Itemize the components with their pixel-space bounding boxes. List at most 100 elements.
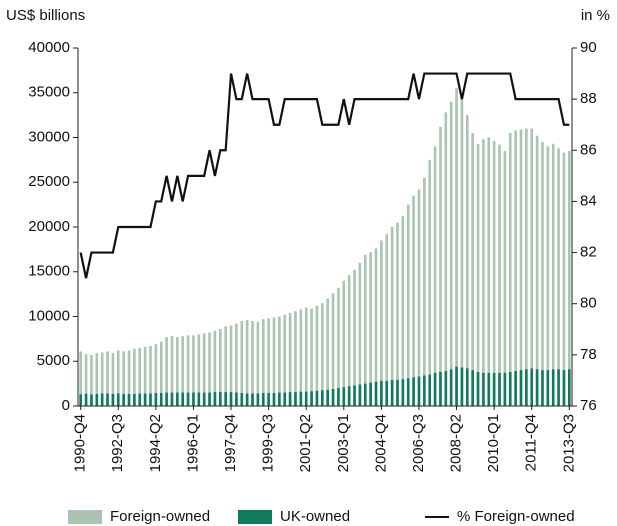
bar — [133, 393, 136, 406]
bar — [465, 115, 469, 406]
bar — [353, 269, 356, 406]
bar — [84, 354, 88, 406]
bar — [331, 388, 335, 406]
y-tick-label: 5000 — [37, 352, 70, 369]
bar — [245, 393, 249, 406]
bar — [278, 392, 281, 406]
bar — [321, 390, 324, 406]
bar — [310, 308, 313, 406]
x-tick-label: 2010-Q1 — [485, 414, 502, 472]
bar — [261, 319, 265, 406]
bar — [229, 392, 233, 406]
bar — [433, 146, 437, 406]
bar — [568, 369, 571, 406]
bar — [192, 392, 195, 406]
bar — [138, 393, 142, 406]
bar — [294, 392, 297, 406]
bar — [503, 150, 507, 406]
bar — [283, 392, 287, 406]
bar — [235, 392, 238, 406]
y-tick-label: 40000 — [28, 39, 70, 56]
bar — [272, 393, 276, 406]
bar — [149, 393, 152, 406]
bar — [186, 392, 190, 406]
bar — [133, 348, 136, 406]
bar — [444, 371, 448, 406]
bar — [326, 298, 329, 406]
bar — [535, 369, 539, 406]
bar — [390, 227, 394, 406]
y-tick-label: 0 — [62, 397, 70, 414]
bar — [363, 254, 367, 406]
bar — [116, 350, 120, 406]
x-tick-label: 1990-Q4 — [72, 414, 89, 472]
bar — [508, 371, 512, 406]
bar — [412, 377, 415, 406]
y2-tick-label: 84 — [580, 192, 597, 209]
bar — [176, 392, 179, 406]
bar — [525, 369, 528, 406]
y-tick-label: 30000 — [28, 128, 70, 145]
bar — [546, 146, 550, 406]
bar — [541, 370, 544, 406]
bar — [202, 333, 206, 406]
bar — [90, 354, 93, 406]
bar — [106, 393, 109, 406]
bar — [170, 336, 174, 406]
bar — [471, 370, 474, 406]
bar — [218, 329, 222, 406]
bar — [165, 392, 168, 406]
bar — [310, 391, 313, 406]
bar — [455, 366, 458, 406]
bar — [240, 393, 244, 406]
y-tick-label: 35000 — [28, 84, 70, 101]
bar — [363, 383, 367, 406]
legend-label: Foreign-owned — [110, 508, 210, 525]
bar — [127, 350, 131, 406]
bar — [342, 387, 346, 406]
bar — [138, 347, 142, 406]
bar — [406, 378, 410, 406]
bar — [369, 382, 372, 406]
bar — [428, 159, 432, 406]
x-tick-label: 1997-Q4 — [222, 414, 239, 472]
bar — [412, 195, 415, 406]
bar — [90, 394, 93, 406]
bar — [471, 133, 474, 406]
bar — [374, 248, 378, 406]
bar — [208, 392, 211, 406]
bar — [358, 384, 362, 406]
bar — [557, 369, 560, 406]
bar — [240, 320, 244, 406]
bar — [535, 135, 539, 406]
bar — [390, 380, 394, 406]
x-tick-label: 1992-Q3 — [109, 414, 126, 472]
y-tick-label: 20000 — [28, 218, 70, 235]
bar — [482, 139, 485, 407]
bar — [455, 88, 458, 407]
bar — [100, 393, 104, 406]
bar — [326, 389, 329, 406]
bar — [122, 393, 125, 406]
bar — [154, 344, 158, 406]
bar — [224, 392, 227, 406]
x-tick-label: 2011-Q4 — [523, 414, 540, 471]
bar — [315, 305, 319, 406]
bar — [321, 303, 324, 406]
bar — [186, 335, 190, 406]
bar — [122, 351, 125, 406]
bar — [235, 323, 238, 406]
bar — [530, 368, 534, 406]
bar — [165, 337, 168, 406]
bar — [111, 353, 115, 406]
bar — [369, 252, 372, 406]
bar — [439, 371, 442, 406]
line — [79, 72, 570, 279]
bar — [428, 374, 432, 406]
y-axis-label: US$ billions — [6, 7, 85, 24]
bar — [213, 392, 217, 406]
bar — [116, 393, 120, 406]
bar — [143, 393, 147, 406]
bar — [127, 393, 131, 406]
bar — [294, 311, 297, 406]
